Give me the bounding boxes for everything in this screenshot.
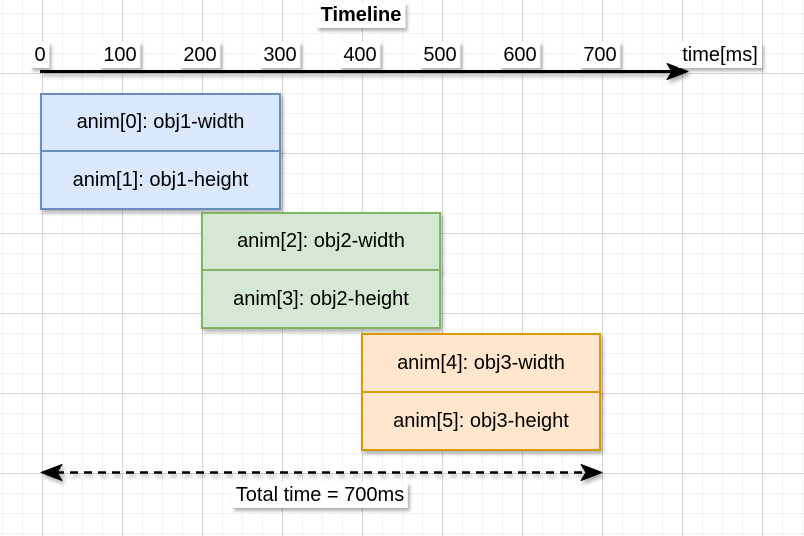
- axis-tick-100[interactable]: 100: [99, 42, 141, 68]
- axis-tick-500[interactable]: 500: [419, 42, 461, 68]
- axis-tick-400[interactable]: 400: [339, 42, 381, 68]
- axis-tick-700[interactable]: 700: [579, 42, 621, 68]
- anim-block-0-label: anim[0]: obj1-width: [76, 111, 245, 133]
- anim-block-4-label: anim[4]: obj3-width: [397, 351, 565, 374]
- anim-block-2-label: anim[2]: obj2-width: [237, 230, 405, 252]
- axis-tick-0[interactable]: 0: [30, 42, 50, 68]
- anim-block-4-obj3-width[interactable]: anim[4]: obj3-width: [361, 333, 601, 393]
- anim-block-1-obj1-height[interactable]: anim[1]: obj1-height: [40, 150, 281, 210]
- time-axis-arrow[interactable]: [40, 63, 689, 80]
- total-arrowhead-right-icon: [580, 464, 603, 481]
- axis-tick-300[interactable]: 300: [259, 42, 301, 68]
- time-axis-arrowhead-icon: [666, 63, 689, 80]
- anim-block-1-label: anim[1]: obj1-height: [72, 168, 249, 191]
- axis-unit-label[interactable]: time[ms]: [678, 42, 762, 68]
- axis-tick-600[interactable]: 600: [499, 42, 541, 68]
- total-time-double-arrow[interactable]: [40, 464, 603, 481]
- anim-block-3-label: anim[3]: obj2-height: [233, 287, 409, 310]
- axis-tick-200[interactable]: 200: [179, 42, 221, 68]
- anim-block-5-label: anim[5]: obj3-height: [393, 409, 569, 432]
- total-arrowhead-left-icon: [40, 464, 63, 481]
- total-time-label[interactable]: Total time = 700ms: [231, 482, 409, 508]
- anim-block-0-obj1-width[interactable]: anim[0]: obj1-width: [40, 93, 281, 152]
- anim-block-2-obj2-width[interactable]: anim[2]: obj2-width: [201, 212, 441, 271]
- diagram-title[interactable]: Timeline: [316, 2, 406, 28]
- anim-block-5-obj3-height[interactable]: anim[5]: obj3-height: [361, 391, 601, 451]
- anim-block-3-obj2-height[interactable]: anim[3]: obj2-height: [201, 269, 441, 329]
